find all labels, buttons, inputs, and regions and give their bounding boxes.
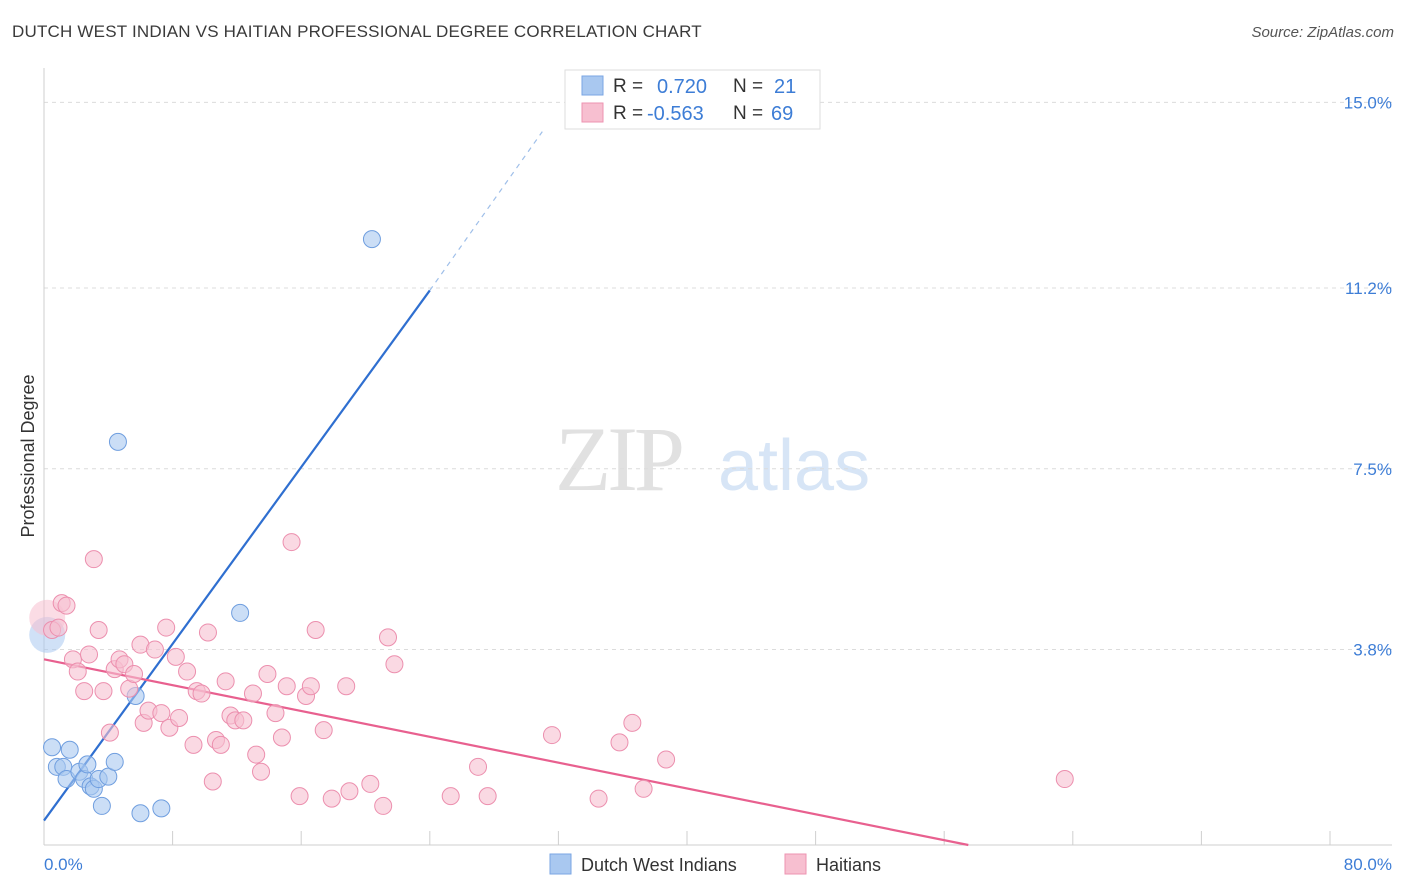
stats-n-value-haitian: 69 — [771, 103, 793, 125]
stats-r-value-haitian: -0.563 — [647, 103, 704, 125]
point-series-1-34 — [211, 735, 230, 754]
point-series-0-15 — [108, 432, 127, 451]
point-series-1-51 — [314, 721, 333, 740]
point-series-1-9 — [84, 550, 103, 569]
point-series-1-47 — [290, 787, 309, 806]
point-series-1-2 — [49, 618, 68, 637]
stats-r-label-dutch: R = — [613, 76, 643, 97]
legend-swatch-haitian — [784, 853, 807, 875]
point-series-1-22 — [152, 704, 171, 723]
stats-swatch-dutch — [581, 75, 604, 96]
gridlines — [44, 101, 1392, 651]
watermark-atlas: atlas — [718, 426, 870, 506]
trend-line-extension-series-0 — [429, 131, 543, 291]
point-series-1-46 — [282, 533, 301, 552]
legend-label-haitian: Haitians — [816, 855, 881, 875]
point-series-1-35 — [216, 672, 235, 691]
point-series-1-58 — [385, 655, 404, 674]
point-series-0-20 — [362, 230, 381, 249]
point-series-1-7 — [75, 682, 94, 701]
point-series-1-63 — [589, 789, 608, 808]
point-series-1-44 — [272, 728, 291, 747]
point-series-1-50 — [306, 621, 325, 640]
point-series-1-6 — [68, 662, 87, 681]
point-series-0-19 — [231, 603, 250, 622]
point-series-1-10 — [89, 621, 108, 640]
point-series-1-4 — [57, 596, 76, 615]
point-series-1-31 — [198, 623, 217, 642]
legend: Dutch West Indians Haitians — [549, 853, 881, 875]
point-series-0-14 — [105, 752, 124, 771]
point-series-1-17 — [125, 664, 144, 683]
point-series-1-42 — [258, 664, 277, 683]
point-series-1-8 — [80, 645, 99, 664]
point-series-1-25 — [166, 647, 185, 666]
y-tick-label-3: 15.0% — [1344, 93, 1392, 112]
point-series-1-45 — [277, 677, 296, 696]
point-series-0-17 — [131, 804, 150, 823]
point-series-0-5 — [60, 740, 79, 759]
x-tick-label-0: 0.0% — [44, 855, 83, 874]
point-series-0-1 — [43, 738, 62, 757]
point-series-1-53 — [337, 677, 356, 696]
point-series-1-43 — [266, 704, 285, 723]
point-series-1-56 — [374, 796, 393, 815]
point-series-1-41 — [252, 762, 271, 781]
point-series-1-64 — [610, 733, 629, 752]
point-series-1-60 — [469, 757, 488, 776]
point-series-1-39 — [243, 684, 262, 703]
x-tick-label-1: 80.0% — [1344, 855, 1392, 874]
chart-title: DUTCH WEST INDIAN VS HAITIAN PROFESSIONA… — [12, 22, 702, 41]
point-series-1-57 — [379, 628, 398, 647]
y-tick-label-0: 3.8% — [1353, 641, 1392, 660]
stats-r-value-dutch: 0.720 — [657, 76, 707, 98]
point-series-1-52 — [322, 789, 341, 808]
trend-line-series-1 — [43, 658, 969, 847]
point-series-1-27 — [178, 662, 197, 681]
point-series-1-32 — [203, 772, 222, 791]
point-series-1-26 — [170, 708, 189, 727]
point-series-1-38 — [234, 711, 253, 730]
point-series-1-59 — [441, 787, 460, 806]
stats-n-label-dutch: N = — [733, 76, 763, 97]
y-tick-label-1: 7.5% — [1353, 460, 1392, 479]
point-series-1-62 — [542, 726, 561, 745]
point-series-1-67 — [657, 750, 676, 769]
stats-box: R = 0.720 N = 21 R = -0.563 N = 69 — [564, 69, 821, 130]
tick-labels: 3.8% 7.5% 11.2% 15.0% 0.0% 80.0% — [44, 93, 1392, 874]
watermark-zip: ZIP — [555, 408, 682, 510]
point-series-1-11 — [94, 682, 113, 701]
y-axis-label: Professional Degree — [18, 374, 38, 537]
stats-n-label-haitian: N = — [733, 103, 763, 124]
point-series-0-18 — [152, 799, 171, 818]
stats-swatch-haitian — [581, 102, 604, 123]
data-points — [29, 230, 1074, 823]
point-series-1-55 — [361, 774, 380, 793]
stats-n-value-dutch: 21 — [774, 76, 796, 98]
point-series-1-49 — [301, 677, 320, 696]
legend-label-dutch: Dutch West Indians — [581, 855, 737, 875]
point-series-1-12 — [100, 723, 119, 742]
stats-r-label-haitian: R = — [613, 103, 643, 124]
point-series-0-8 — [78, 755, 97, 774]
point-series-1-54 — [340, 782, 359, 801]
point-series-0-12 — [92, 796, 111, 815]
point-series-1-68 — [1055, 770, 1074, 789]
point-series-1-21 — [145, 640, 164, 659]
point-series-1-61 — [478, 787, 497, 806]
source-credit: Source: ZipAtlas.com — [1251, 24, 1394, 41]
stats-box-frame — [564, 69, 821, 130]
point-series-1-66 — [634, 779, 653, 798]
point-series-1-28 — [184, 735, 203, 754]
point-series-1-30 — [192, 684, 211, 703]
point-series-1-23 — [157, 618, 176, 637]
point-series-1-65 — [623, 713, 642, 732]
y-tick-label-2: 11.2% — [1345, 279, 1392, 298]
axes — [43, 68, 1392, 846]
point-series-1-40 — [247, 745, 266, 764]
legend-swatch-dutch — [549, 853, 572, 875]
